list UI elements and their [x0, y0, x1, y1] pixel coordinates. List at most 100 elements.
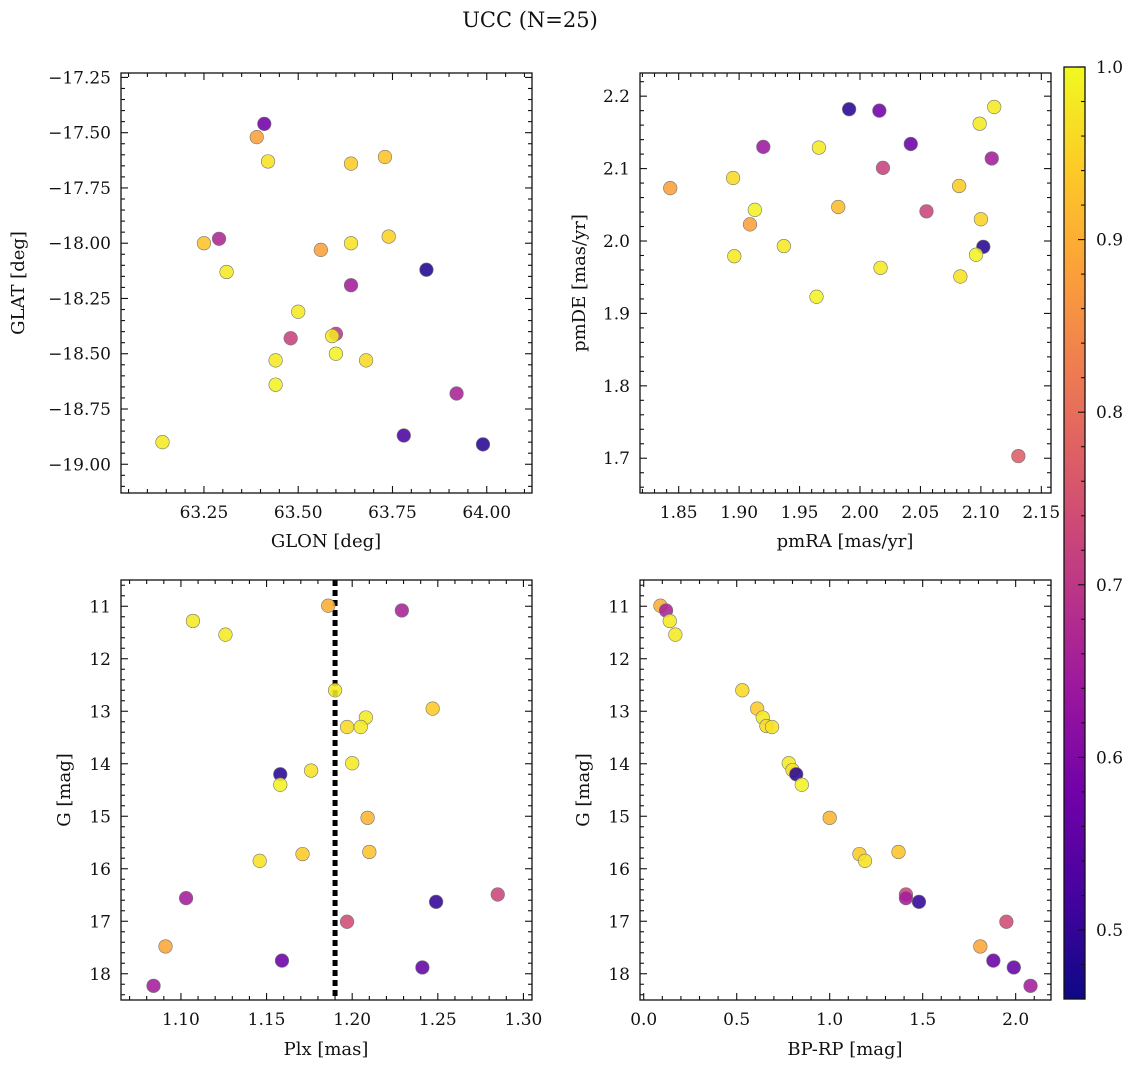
panel-pmra-pmde: 1.85 1.90 1.95 2.00 2.05 2.10 2.15 1.7 1.8 1.9 2.0… — [569, 72, 1060, 552]
x-axis-label: GLON [deg] — [271, 531, 381, 552]
colorbar: 0.5 0.6 0.7 0.8 0.9 1.0 — [1063, 58, 1123, 1000]
y-tick-label: −17.75 — [48, 179, 111, 199]
data-point — [381, 229, 396, 244]
data-point — [274, 953, 290, 968]
data-point — [219, 264, 234, 280]
data-point — [986, 953, 1001, 968]
data-point — [339, 914, 355, 929]
y-tick-label: 14 — [89, 755, 111, 775]
data-point — [490, 887, 505, 902]
x-tick-label: 2.00 — [841, 503, 879, 523]
data-point — [794, 777, 809, 792]
data-point — [218, 627, 233, 642]
data-point — [776, 238, 791, 254]
y-tick-label: −18.75 — [48, 400, 111, 420]
data-point — [984, 151, 999, 166]
x-tick-label: 63.50 — [274, 503, 323, 523]
y-tick-label: −17.50 — [48, 124, 111, 144]
y-tick-label: 15 — [608, 807, 630, 827]
data-point — [873, 260, 888, 275]
data-point — [725, 170, 741, 186]
x-tick-label: 1.30 — [505, 1010, 543, 1030]
y-tick-label: 16 — [89, 860, 111, 880]
axes-frame — [120, 579, 533, 1001]
y-tick-label: 18 — [89, 965, 111, 985]
colorbar-tick-label: 0.6 — [1096, 748, 1123, 768]
data-point — [249, 130, 264, 145]
y-tick-label: 11 — [89, 597, 111, 617]
colorbar-gradient — [1064, 67, 1085, 999]
data-point — [196, 236, 212, 251]
data-point — [268, 353, 283, 368]
y-tick-label: −19.00 — [48, 455, 111, 475]
data-point — [313, 242, 328, 257]
data-point — [911, 894, 927, 909]
data-point — [158, 939, 173, 954]
x-tick-label: 1.90 — [720, 503, 758, 523]
data-point — [358, 353, 374, 368]
data-point — [419, 262, 434, 277]
y-tick-label: 12 — [608, 650, 630, 670]
panel-plx-g: 1.10 1.15 1.20 1.25 1.30 11 12 13 14 15 16 17 18 Plx … — [54, 579, 543, 1060]
x-tick-label: 64.00 — [462, 503, 511, 523]
data-point — [727, 249, 742, 264]
data-point — [919, 204, 934, 219]
y-tick-label: 14 — [608, 755, 630, 775]
x-tick-label: 1.10 — [162, 1010, 200, 1030]
data-point — [764, 719, 780, 735]
data-point — [875, 160, 891, 175]
x-tick-label: 0.5 — [723, 1010, 750, 1030]
figure-title: UCC (N=25) — [462, 8, 598, 32]
data-point — [742, 217, 758, 232]
y-tick-label: 18 — [608, 965, 630, 985]
data-point — [809, 289, 824, 304]
data-point — [328, 346, 344, 361]
data-point — [295, 846, 310, 862]
x-tick-label: 1.15 — [248, 1010, 286, 1030]
colorbar-tick-label: 0.7 — [1096, 576, 1123, 596]
data-point — [345, 756, 360, 771]
data-point — [377, 149, 393, 165]
data-point — [360, 810, 375, 825]
y-tick-label: 2.2 — [603, 87, 630, 107]
x-tick-label: 1.95 — [781, 503, 819, 523]
x-tick-label: 63.25 — [180, 503, 229, 523]
data-point — [185, 613, 201, 629]
y-tick-label: −17.25 — [48, 68, 111, 88]
colorbar-tick-label: 0.5 — [1096, 921, 1123, 941]
data-point — [343, 236, 359, 251]
y-tick-label: −18.50 — [48, 345, 111, 365]
x-tick-label: 1.25 — [419, 1010, 457, 1030]
x-tick-label: 1.20 — [333, 1010, 371, 1030]
data-point — [339, 719, 355, 735]
data-point — [999, 914, 1014, 929]
data-point — [668, 627, 683, 642]
data-point — [972, 116, 987, 131]
colorbar-tick-label: 0.9 — [1096, 231, 1123, 251]
x-tick-label: 63.75 — [368, 503, 417, 523]
y-tick-label: 12 — [89, 650, 111, 670]
colorbar-tick-label: 0.8 — [1096, 403, 1123, 423]
data-point — [831, 199, 846, 215]
data-point — [425, 701, 440, 716]
x-axis-label: pmRA [mas/yr] — [777, 531, 914, 552]
data-point — [953, 269, 968, 284]
axes-frame — [120, 72, 533, 494]
panel-glon-glat: 63.25 63.50 63.75 64.00 −17.25 −17.50 −17.75 −1… — [8, 68, 533, 552]
data-point — [353, 719, 368, 735]
x-tick-label: 1.0 — [816, 1010, 843, 1030]
y-tick-label: −18.25 — [48, 289, 111, 309]
data-point — [891, 844, 906, 860]
data-point — [857, 853, 873, 868]
data-point — [735, 683, 750, 698]
colorbar-tick-label: 1.0 — [1096, 58, 1123, 78]
y-tick-label: 17 — [89, 912, 111, 932]
data-point — [811, 140, 827, 155]
data-point — [952, 178, 967, 194]
data-point — [283, 331, 298, 346]
y-tick-label: 2.1 — [603, 160, 630, 180]
y-tick-label: 1.9 — [603, 304, 630, 324]
y-axis-label: GLAT [deg] — [8, 231, 29, 335]
y-tick-label: 11 — [608, 597, 630, 617]
